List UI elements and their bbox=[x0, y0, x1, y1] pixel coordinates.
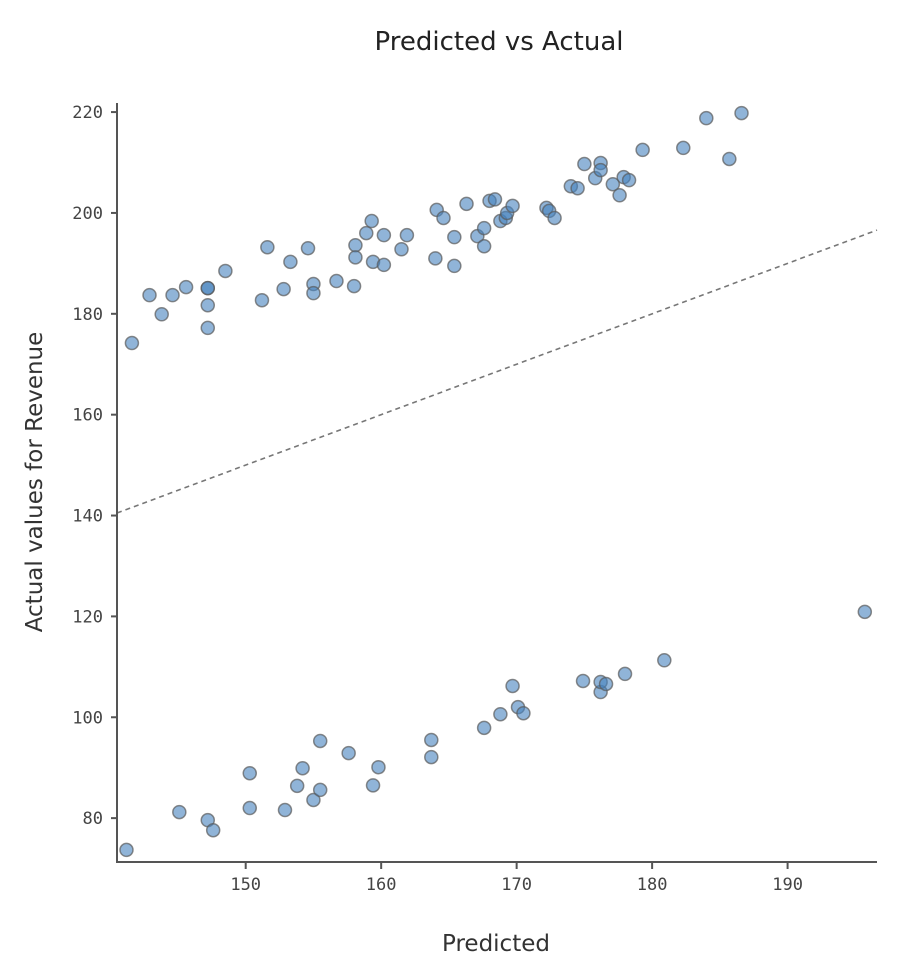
data-point bbox=[124, 335, 140, 351]
data-point bbox=[200, 280, 216, 296]
data-point bbox=[635, 142, 650, 158]
data-point bbox=[459, 196, 474, 212]
data-point bbox=[699, 110, 714, 126]
data-point bbox=[283, 254, 298, 270]
data-point bbox=[621, 172, 637, 188]
data-point bbox=[329, 273, 344, 289]
data-point bbox=[447, 258, 462, 274]
data-point bbox=[605, 176, 621, 192]
x-tick-label: 170 bbox=[501, 875, 532, 895]
data-point bbox=[376, 227, 392, 243]
data-point bbox=[424, 732, 439, 748]
points-group bbox=[119, 105, 873, 858]
data-point bbox=[364, 213, 379, 229]
data-point bbox=[428, 251, 443, 266]
data-point bbox=[734, 105, 749, 121]
chart-title: Predicted vs Actual bbox=[375, 27, 624, 57]
data-point bbox=[476, 220, 492, 236]
data-point bbox=[657, 653, 672, 668]
y-axis-label: Actual values for Revenue bbox=[22, 332, 48, 633]
data-point bbox=[260, 239, 275, 255]
data-point bbox=[242, 800, 258, 816]
data-point bbox=[593, 162, 608, 178]
data-point bbox=[165, 287, 180, 303]
x-tick-label: 190 bbox=[772, 875, 803, 895]
data-point bbox=[341, 745, 356, 761]
data-point bbox=[493, 706, 508, 722]
y-tick-label: 120 bbox=[72, 607, 103, 627]
data-point bbox=[142, 287, 157, 303]
data-point bbox=[119, 842, 134, 858]
data-point bbox=[312, 782, 328, 798]
data-point bbox=[505, 678, 520, 694]
data-point bbox=[424, 749, 439, 765]
data-point bbox=[172, 804, 187, 820]
data-point bbox=[306, 285, 321, 301]
data-point bbox=[365, 778, 381, 793]
data-point bbox=[205, 822, 221, 838]
x-tick-label: 150 bbox=[230, 875, 261, 895]
data-point bbox=[722, 151, 737, 167]
x-axis-label: Predicted bbox=[442, 931, 550, 957]
data-point bbox=[200, 320, 216, 336]
data-point bbox=[447, 229, 462, 245]
x-tick-label: 160 bbox=[366, 875, 397, 895]
data-point bbox=[277, 802, 293, 818]
data-point bbox=[676, 140, 691, 156]
data-point bbox=[346, 278, 362, 294]
data-point bbox=[570, 180, 585, 196]
y-tick-label: 220 bbox=[72, 103, 103, 123]
data-point bbox=[178, 279, 194, 295]
data-point bbox=[295, 760, 310, 776]
y-tick-label: 180 bbox=[72, 305, 103, 325]
y-tick-label: 100 bbox=[72, 708, 103, 728]
data-point bbox=[376, 257, 392, 273]
data-point bbox=[612, 188, 627, 203]
data-point bbox=[154, 307, 169, 322]
reference-line-group bbox=[116, 229, 878, 514]
data-point bbox=[242, 765, 258, 781]
data-point bbox=[617, 666, 633, 682]
data-point bbox=[476, 720, 492, 736]
data-point bbox=[371, 759, 386, 775]
reference-line bbox=[116, 229, 878, 514]
y-tick-label: 200 bbox=[72, 204, 103, 224]
y-tick-label: 80 bbox=[83, 809, 103, 829]
data-point bbox=[348, 250, 363, 265]
axes bbox=[116, 103, 877, 863]
data-point bbox=[254, 292, 270, 308]
x-tick-label: 180 bbox=[637, 875, 668, 895]
data-point bbox=[436, 210, 451, 226]
data-point bbox=[348, 237, 363, 253]
data-point bbox=[300, 240, 316, 256]
y-tick-label: 160 bbox=[72, 406, 103, 426]
data-point bbox=[476, 238, 492, 254]
data-point bbox=[516, 705, 531, 721]
data-point bbox=[306, 792, 321, 808]
data-point bbox=[577, 156, 592, 172]
data-point bbox=[505, 198, 520, 214]
y-tick-label: 140 bbox=[72, 507, 103, 527]
data-point bbox=[394, 242, 409, 257]
data-point bbox=[218, 263, 233, 279]
x-axis-ticks: 150 160 170 180 190 bbox=[230, 862, 803, 895]
y-axis-ticks: 80 100 120 140 160 180 200 220 bbox=[72, 103, 117, 829]
data-point bbox=[399, 227, 415, 243]
data-point bbox=[598, 676, 614, 692]
data-point bbox=[575, 673, 591, 689]
data-point bbox=[359, 225, 374, 241]
data-point bbox=[487, 192, 503, 207]
data-point bbox=[312, 733, 328, 749]
data-point bbox=[857, 604, 873, 620]
data-point bbox=[289, 778, 305, 794]
data-point bbox=[276, 281, 291, 297]
data-point bbox=[200, 297, 216, 313]
data-point bbox=[547, 210, 562, 226]
